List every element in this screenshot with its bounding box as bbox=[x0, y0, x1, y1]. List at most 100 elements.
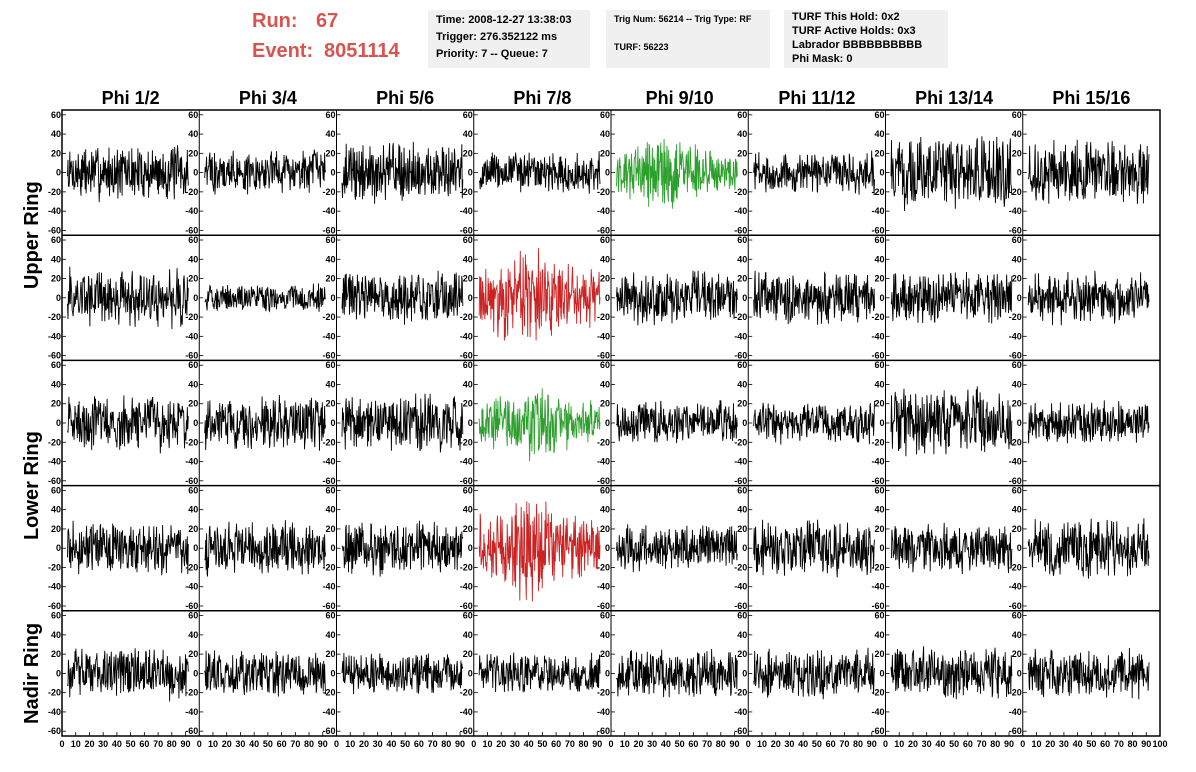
y-tick-label: -20 bbox=[871, 688, 884, 698]
y-tick-label: 60 bbox=[188, 360, 198, 370]
y-tick-label: 20 bbox=[874, 274, 884, 284]
y-tick-label: 40 bbox=[874, 379, 884, 389]
y-tick-label: -20 bbox=[460, 688, 473, 698]
y-tick-label: -40 bbox=[185, 331, 198, 341]
y-tick-label: 20 bbox=[737, 399, 747, 409]
y-tick-label: 20 bbox=[51, 524, 61, 534]
x-tick-label: 70 bbox=[290, 739, 300, 749]
y-tick-label: 40 bbox=[51, 505, 61, 515]
y-tick-label: 60 bbox=[325, 235, 335, 245]
y-tick-label: 20 bbox=[1012, 399, 1022, 409]
y-tick-label: -40 bbox=[460, 707, 473, 717]
column-label: Phi 5/6 bbox=[376, 88, 434, 108]
y-tick-label: -40 bbox=[1009, 331, 1022, 341]
y-tick-label: -60 bbox=[322, 476, 335, 486]
event-value: 8051114 bbox=[324, 40, 400, 62]
y-tick-label: 60 bbox=[325, 360, 335, 370]
y-tick-label: 20 bbox=[188, 274, 198, 284]
y-tick-label: -20 bbox=[185, 688, 198, 698]
waveform-trace bbox=[890, 136, 1013, 212]
y-tick-label: 0 bbox=[879, 668, 884, 678]
y-tick-label: -20 bbox=[322, 312, 335, 322]
x-tick-label: 90 bbox=[867, 739, 877, 749]
x-tick-label: 40 bbox=[249, 739, 259, 749]
y-tick-label: -40 bbox=[734, 707, 747, 717]
y-tick-label: -60 bbox=[460, 726, 473, 736]
y-tick-label: 40 bbox=[600, 505, 610, 515]
y-tick-label: 40 bbox=[737, 630, 747, 640]
y-tick-label: -40 bbox=[322, 206, 335, 216]
y-tick-label: 40 bbox=[325, 129, 335, 139]
y-tick-label: -20 bbox=[48, 187, 61, 197]
y-tick-label: -20 bbox=[322, 688, 335, 698]
x-tick-label: 0 bbox=[471, 739, 476, 749]
y-tick-label: -60 bbox=[322, 601, 335, 611]
y-tick-label: 20 bbox=[600, 399, 610, 409]
y-tick-label: -20 bbox=[460, 437, 473, 447]
column-label: Phi 7/8 bbox=[513, 88, 571, 108]
waveform-trace bbox=[204, 520, 326, 577]
waveform-trace bbox=[616, 648, 738, 698]
y-tick-label: -60 bbox=[597, 726, 610, 736]
x-tick-label: 60 bbox=[277, 739, 287, 749]
y-tick-label: 40 bbox=[737, 505, 747, 515]
y-tick-label: 40 bbox=[737, 379, 747, 389]
y-tick-label: 0 bbox=[468, 668, 473, 678]
y-tick-label: -20 bbox=[734, 688, 747, 698]
y-tick-label: 60 bbox=[51, 360, 61, 370]
y-tick-label: 20 bbox=[737, 274, 747, 284]
y-tick-label: 40 bbox=[188, 379, 198, 389]
y-tick-label: 40 bbox=[325, 379, 335, 389]
y-tick-label: -20 bbox=[322, 187, 335, 197]
x-tick-label: 10 bbox=[1031, 739, 1041, 749]
y-tick-label: 60 bbox=[188, 235, 198, 245]
waveform-trace bbox=[1027, 518, 1150, 579]
waveform-trace bbox=[478, 248, 601, 341]
y-tick-label: 60 bbox=[737, 360, 747, 370]
y-tick-label: 0 bbox=[330, 168, 335, 178]
x-tick-label: 70 bbox=[565, 739, 575, 749]
x-tick-label: 70 bbox=[702, 739, 712, 749]
y-tick-label: -60 bbox=[871, 726, 884, 736]
x-tick-label: 50 bbox=[675, 739, 685, 749]
waveform-trace bbox=[1027, 139, 1150, 204]
x-tick-label: 70 bbox=[977, 739, 987, 749]
waveform-trace bbox=[67, 648, 189, 702]
waveform-trace bbox=[616, 138, 738, 209]
y-tick-label: -40 bbox=[1009, 206, 1022, 216]
y-tick-label: -60 bbox=[460, 601, 473, 611]
y-tick-label: 60 bbox=[463, 611, 473, 621]
x-tick-label: 50 bbox=[263, 739, 273, 749]
y-tick-label: 40 bbox=[51, 254, 61, 264]
y-tick-label: -20 bbox=[1009, 187, 1022, 197]
x-tick-label: 100 bbox=[1152, 739, 1167, 749]
time-info-box: Time: 2008-12-27 13:38:03 Trigger: 276.3… bbox=[428, 10, 590, 68]
x-tick-label: 30 bbox=[922, 739, 932, 749]
y-tick-label: 0 bbox=[330, 293, 335, 303]
y-tick-label: 60 bbox=[874, 485, 884, 495]
y-tick-label: -60 bbox=[871, 225, 884, 235]
x-tick-label: 60 bbox=[1100, 739, 1110, 749]
y-tick-label: 60 bbox=[463, 360, 473, 370]
waveform-trace bbox=[341, 270, 464, 325]
y-tick-label: -20 bbox=[48, 312, 61, 322]
waveform-trace bbox=[204, 394, 326, 451]
event-label: Event: bbox=[252, 40, 314, 62]
y-tick-label: -60 bbox=[322, 351, 335, 361]
y-tick-label: 0 bbox=[56, 543, 61, 553]
y-tick-label: -40 bbox=[871, 331, 884, 341]
y-tick-label: -60 bbox=[460, 225, 473, 235]
y-tick-label: -40 bbox=[871, 206, 884, 216]
y-tick-label: 0 bbox=[56, 293, 61, 303]
y-tick-label: 20 bbox=[874, 399, 884, 409]
y-tick-label: 20 bbox=[325, 274, 335, 284]
y-tick-label: 0 bbox=[193, 293, 198, 303]
y-tick-label: 0 bbox=[1017, 168, 1022, 178]
y-tick-label: 20 bbox=[1012, 274, 1022, 284]
waveform-trace bbox=[753, 647, 875, 700]
y-tick-label: -60 bbox=[597, 351, 610, 361]
y-tick-label: -60 bbox=[322, 726, 335, 736]
y-tick-label: 60 bbox=[600, 110, 610, 120]
y-tick-label: 0 bbox=[742, 668, 747, 678]
